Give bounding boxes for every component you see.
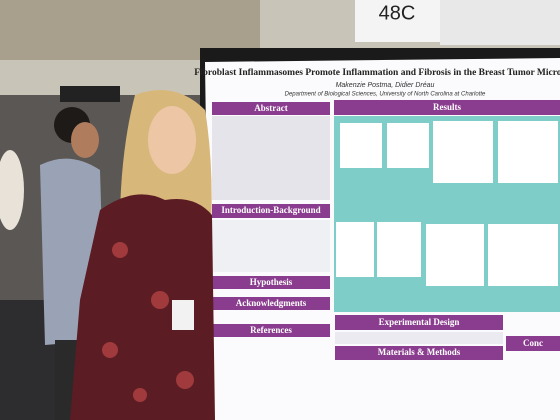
dress [70,194,215,420]
flower [176,371,194,389]
section-title: Experimental Design [379,317,460,327]
section-title: Abstract [254,103,288,113]
section-title: Results [433,102,461,112]
section-title: Introduction-Background [221,205,320,215]
skylight [440,0,560,45]
person-background [0,150,24,230]
figure [340,123,382,168]
person-face [71,122,99,158]
poster-title: Fibroblast Inflammasomes Promote Inflamm… [194,68,560,78]
figure [336,222,374,277]
number-sign [355,0,440,42]
flower [151,291,169,309]
flower [112,242,128,258]
section-title: Conc [523,338,543,348]
section-header [335,346,503,360]
dress-pattern [102,242,194,402]
figure [498,121,558,183]
section-title: Materials & Methods [378,347,461,357]
section-header [506,336,560,351]
section-header [334,100,560,115]
design-content [335,332,503,344]
section-header [212,297,330,310]
section-header [212,204,330,218]
intro-content [212,220,330,272]
figures [336,121,558,286]
section-title: References [250,325,292,335]
section-header [212,102,330,115]
figure [387,123,429,168]
figure [377,222,421,277]
face [148,106,196,174]
poster-authors: Makenzie Postma, Didier Dréau [336,82,435,89]
badge [172,300,194,330]
poster-affiliation: Department of Biological Sciences, Unive… [285,92,486,98]
section-title: Acknowledgments [236,298,307,308]
figure [488,224,558,286]
sign-number: 48C [379,2,416,24]
guest-sign [60,86,120,102]
section-header [212,324,330,337]
section-title: Hypothesis [250,277,293,287]
flower [102,342,118,358]
section-header [212,276,330,289]
flower [133,388,147,402]
section-header [335,315,503,330]
figure [433,121,493,183]
figure [426,224,484,286]
abstract-text [212,116,330,200]
